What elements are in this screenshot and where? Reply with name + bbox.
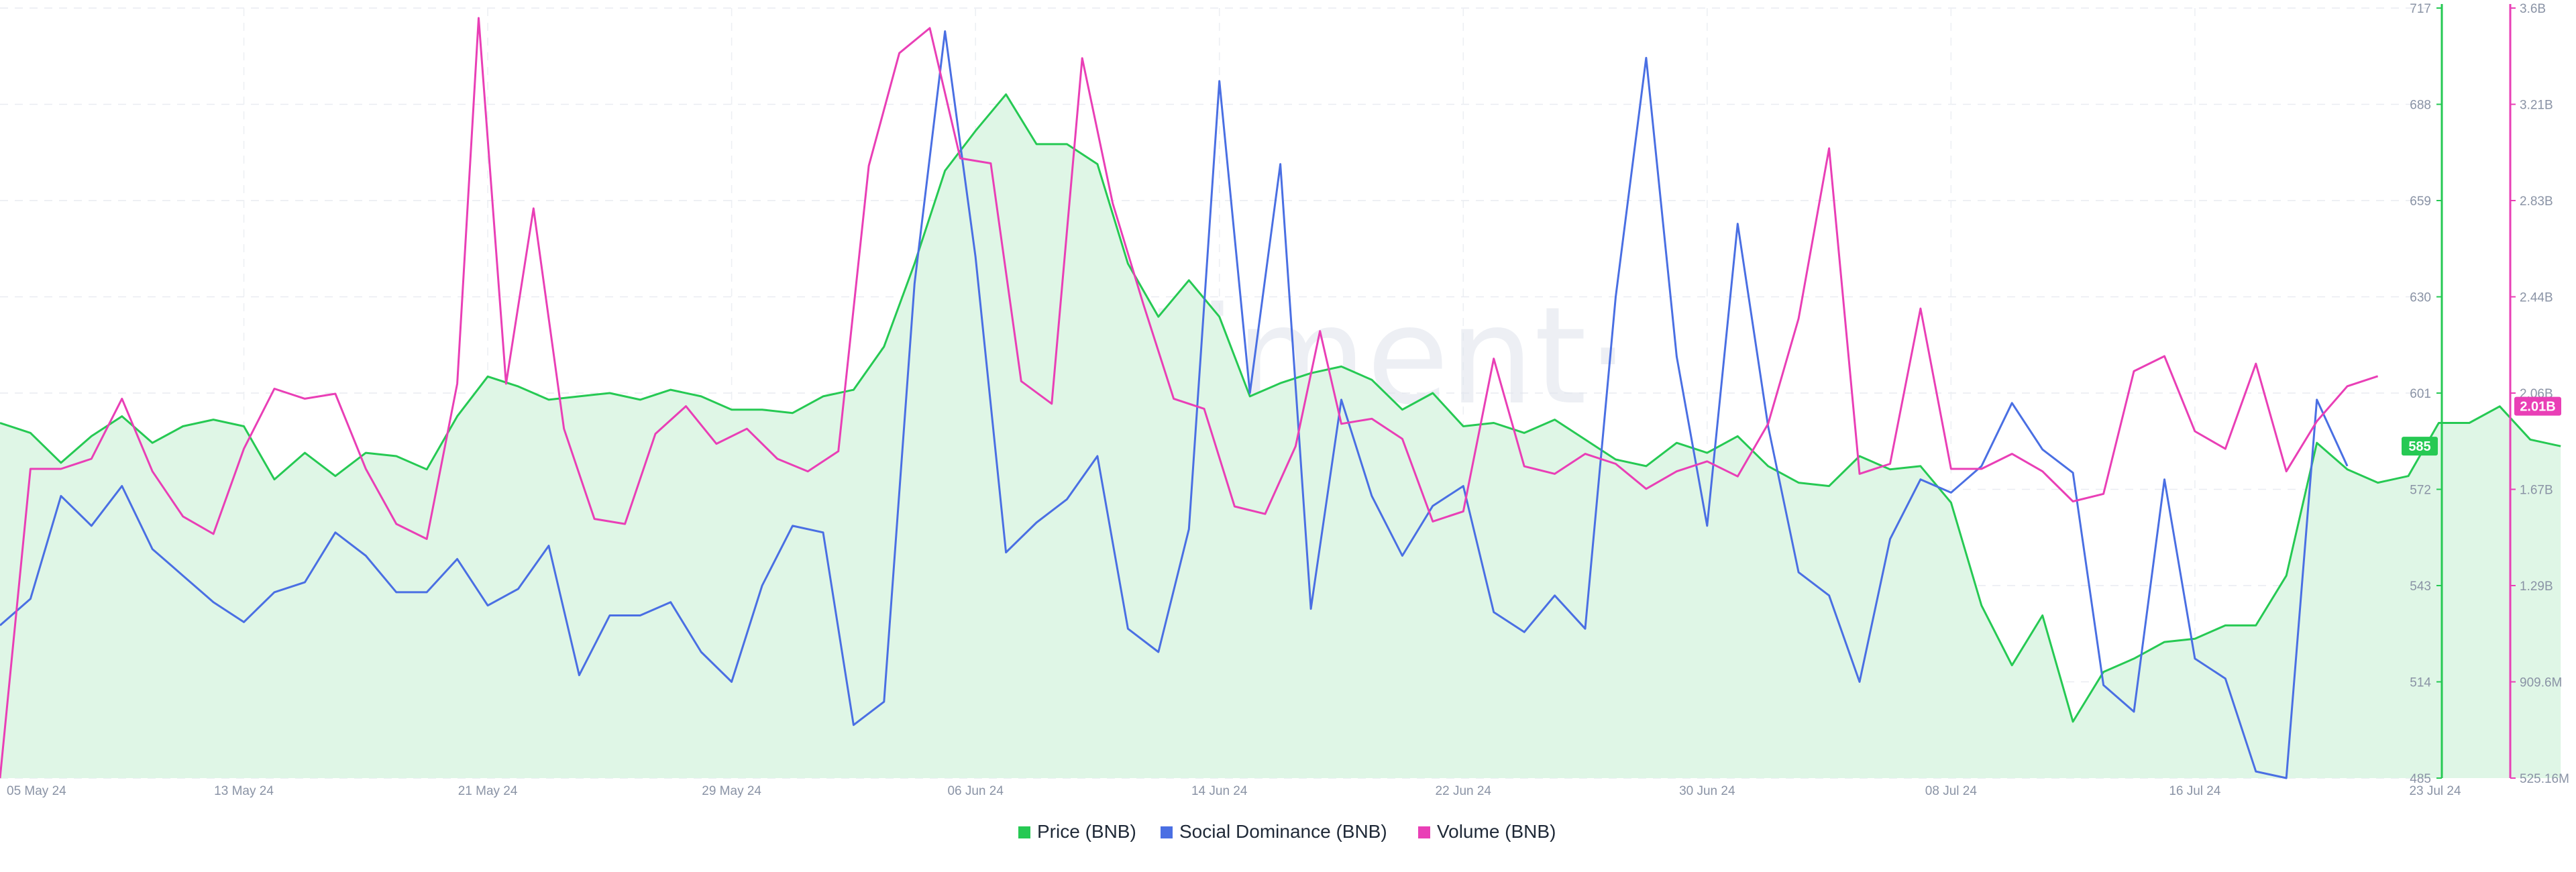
y-axis-left-tick-label: 630 bbox=[2410, 291, 2431, 305]
x-axis-tick-label: 22 Jun 24 bbox=[1436, 784, 1492, 798]
y-axis-right-tick-label: 3.6B bbox=[2520, 2, 2546, 16]
value-badge bbox=[2402, 437, 2438, 456]
x-axis-labels: 05 May 24 13 May 24 21 May 24 29 May 24 06 J… bbox=[7, 784, 2461, 798]
legend-swatch bbox=[1018, 826, 1030, 838]
x-axis-tick-label: 30 Jun 24 bbox=[1679, 784, 1735, 798]
value-badge-text: 2.01B bbox=[2520, 400, 2555, 415]
price-bnb-line bbox=[0, 93, 2561, 723]
y-axis-left-labels: 717 688 659 630 601 572 543 514 485 bbox=[2410, 2, 2442, 786]
y-axis-left-tick-label: 572 bbox=[2410, 484, 2431, 498]
legend-swatch bbox=[1161, 826, 1173, 838]
y-axis-left-tick-label: 601 bbox=[2410, 387, 2431, 401]
value-badge bbox=[2514, 396, 2561, 416]
y-axis-right-tick-label: 3.21B bbox=[2520, 99, 2553, 113]
x-axis-tick-label: 16 Jul 24 bbox=[2169, 784, 2221, 798]
y-axis-left-tick-label: 717 bbox=[2410, 2, 2431, 16]
axes bbox=[2440, 4, 2512, 778]
value-badges: 585 2.01B bbox=[2402, 396, 2561, 456]
area-layer bbox=[0, 94, 2561, 778]
legend-label: Price (BNB) bbox=[1037, 821, 1136, 842]
x-axis-tick-label: 23 Jul 24 bbox=[2409, 784, 2461, 798]
y-axis-right-tick-label: 1.67B bbox=[2520, 484, 2553, 498]
x-axis-tick-label: 13 May 24 bbox=[214, 784, 274, 798]
social-dominance-bnb-line bbox=[0, 30, 2349, 779]
y-axis-right-tick-label: 2.44B bbox=[2520, 291, 2553, 305]
y-axis-left-tick-label: 688 bbox=[2410, 99, 2431, 113]
y-axis-left-tick-label: 659 bbox=[2410, 195, 2431, 209]
y-axis-right-tick-label: 1.29B bbox=[2520, 580, 2553, 594]
value-badge-text: 585 bbox=[2408, 439, 2430, 454]
x-axis-tick-label: 14 Jun 24 bbox=[1191, 784, 1248, 798]
y-axis-left-tick-label: 485 bbox=[2410, 772, 2431, 786]
x-axis-tick-label: 08 Jul 24 bbox=[1925, 784, 1978, 798]
x-axis-tick-label: 21 May 24 bbox=[458, 784, 518, 798]
y-axis-left-tick-label: 514 bbox=[2410, 676, 2431, 690]
legend-swatch bbox=[1418, 826, 1430, 838]
volume-bnb-line bbox=[0, 17, 2379, 779]
legend-label: Social Dominance (BNB) bbox=[1179, 821, 1387, 842]
x-axis-tick-label: 05 May 24 bbox=[7, 784, 66, 798]
y-axis-right-tick-label: 909.6M bbox=[2520, 676, 2562, 690]
y-axis-left-tick-label: 543 bbox=[2410, 580, 2431, 594]
y-axis-right-tick-label: 2.83B bbox=[2520, 195, 2553, 209]
y-axis-right-tick-label: 525.16M bbox=[2520, 772, 2569, 786]
legend-label: Volume (BNB) bbox=[1437, 821, 1556, 842]
x-axis-tick-label: 06 Jun 24 bbox=[947, 784, 1004, 798]
legend: Price (BNB) Social Dominance (BNB) Volume … bbox=[1018, 821, 1556, 842]
x-axis-tick-label: 29 May 24 bbox=[702, 784, 761, 798]
line-layer bbox=[0, 17, 2561, 779]
price-bnb-area bbox=[0, 94, 2561, 778]
